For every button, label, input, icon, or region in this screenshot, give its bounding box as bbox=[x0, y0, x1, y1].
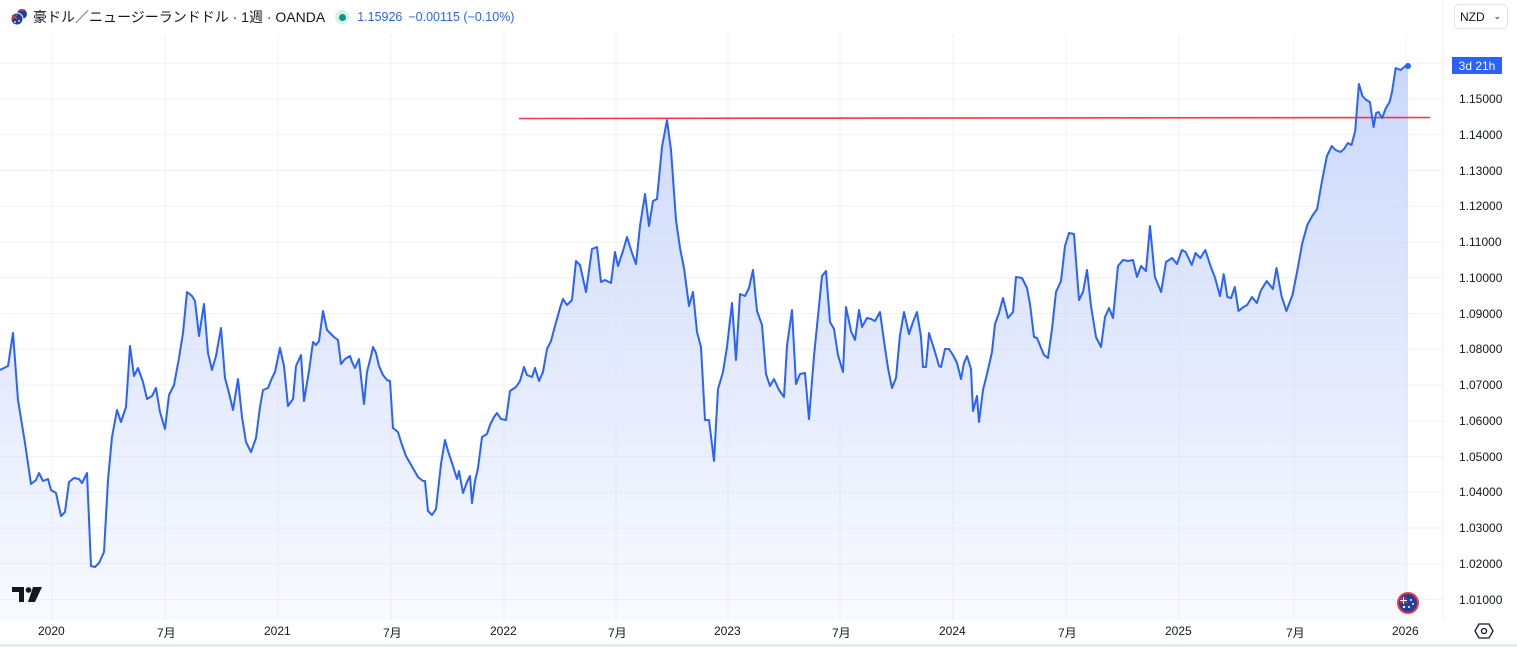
countdown-badge: 3d 21h bbox=[1452, 57, 1502, 74]
price-axis-label: 1.07000 bbox=[1459, 378, 1503, 392]
time-axis-label: 7月 bbox=[608, 626, 627, 640]
price-axis-label: 1.11000 bbox=[1459, 235, 1502, 249]
bottom-border bbox=[0, 644, 1517, 647]
last-price-marker bbox=[1405, 63, 1411, 69]
time-axis-label: 2021 bbox=[264, 624, 291, 638]
price-axis-label: 1.04000 bbox=[1459, 485, 1503, 500]
price-area-fill bbox=[0, 66, 1408, 620]
chart-header: 豪ドル／ニュージーランドドル · 1週 · OANDA 1.15926 −0.0… bbox=[0, 0, 1440, 34]
time-axis-label: 7月 bbox=[1058, 626, 1077, 640]
currency-label: NZD bbox=[1460, 9, 1485, 24]
australia-flag-icon[interactable] bbox=[1397, 592, 1419, 614]
horizontal-level-line bbox=[518, 116, 1431, 120]
market-open-icon bbox=[335, 10, 350, 24]
time-axis-label: 7月 bbox=[383, 626, 402, 640]
symbol-title[interactable]: 豪ドル／ニュージーランドドル · 1週 · OANDA bbox=[33, 9, 326, 25]
tradingview-logo-icon[interactable] bbox=[12, 587, 44, 608]
price-change: −0.00115 (−0.10%) bbox=[408, 10, 515, 24]
chevron-down-icon: ⌄ bbox=[1493, 11, 1501, 21]
time-axis-label: 2025 bbox=[1165, 624, 1192, 638]
time-axis-label: 2026 bbox=[1392, 624, 1419, 638]
price-axis-label: 1.05000 bbox=[1459, 449, 1503, 464]
time-axis-label: 2023 bbox=[714, 624, 741, 638]
time-axis-label: 2020 bbox=[38, 624, 65, 638]
time-axis-label: 7月 bbox=[157, 626, 176, 640]
price-axis-label: 1.10000 bbox=[1459, 270, 1503, 285]
price-axis-label: 1.13000 bbox=[1459, 163, 1503, 178]
settings-gear-icon[interactable] bbox=[1474, 622, 1494, 645]
aud-nzd-flags-icon bbox=[10, 8, 28, 26]
time-axis-label: 2024 bbox=[939, 624, 966, 638]
price-axis-label: 1.14000 bbox=[1459, 127, 1503, 142]
price-axis-label: 1.12000 bbox=[1459, 199, 1503, 214]
price-axis-label: 1.01000 bbox=[1459, 592, 1503, 607]
last-price: 1.15926 bbox=[357, 10, 403, 24]
currency-select[interactable]: NZD ⌄ bbox=[1454, 4, 1508, 29]
price-axis-label: 1.09000 bbox=[1459, 306, 1503, 321]
time-axis-label: 7月 bbox=[1286, 626, 1305, 640]
price-axis-label: 1.06000 bbox=[1459, 413, 1503, 428]
time-axis-label: 2022 bbox=[490, 624, 517, 638]
price-axis-label: 1.02000 bbox=[1459, 556, 1503, 571]
price-axis-label: 1.15000 bbox=[1459, 92, 1503, 106]
time-axis-label: 7月 bbox=[832, 626, 851, 640]
price-axis-label: 1.03000 bbox=[1459, 521, 1503, 535]
price-axis-label: 1.08000 bbox=[1459, 342, 1503, 357]
price-line bbox=[0, 65, 1409, 568]
